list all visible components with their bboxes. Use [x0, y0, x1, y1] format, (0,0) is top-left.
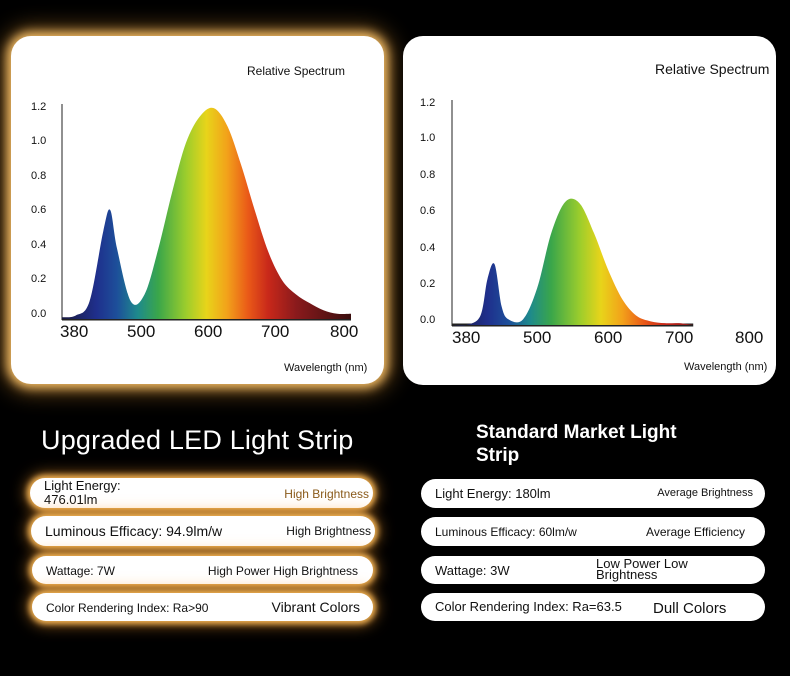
y-tick: 1.2: [31, 101, 47, 113]
x-tick: 380: [60, 322, 89, 341]
spec-wattage: Wattage: 7W High Power High Brightness: [32, 556, 373, 584]
spec-label: Luminous Efficacy: 60lm/w: [435, 525, 577, 539]
y-tick: 0.8: [31, 170, 47, 182]
spec-value: Low Power Low Brightness: [596, 556, 688, 582]
spec-value: High Power High Brightness: [207, 564, 358, 578]
spec-cri: Color Rendering Index: Ra=63.5 Dull Colo…: [421, 593, 765, 621]
y-tick: 0.2: [31, 273, 47, 285]
chart-title: Relative Spectrum: [247, 64, 346, 78]
spec-luminous-efficacy: Luminous Efficacy: 94.9lm/w High Brightn…: [31, 516, 375, 546]
spec-light-energy: Light Energy: 180lm Average Brightness: [421, 479, 765, 508]
spec-label: Light Energy: 476.01lm: [44, 478, 121, 507]
spec-label: Wattage: 3W: [435, 563, 510, 578]
y-tick: 0.6: [420, 205, 436, 217]
y-tick: 1.2: [420, 97, 436, 109]
y-tick: 1.0: [31, 135, 47, 147]
y-tick: 1.0: [420, 132, 436, 144]
chart-title: Relative Spectrum: [655, 61, 770, 77]
spec-wattage: Wattage: 3W Low Power Low Brightness: [421, 556, 765, 584]
x-axis-label: Wavelength (nm): [684, 361, 768, 373]
spec-label: Light Energy: 180lm: [435, 486, 551, 501]
x-axis-label: Wavelength (nm): [284, 362, 368, 374]
spectrum-area: [452, 198, 694, 326]
y-tick: 0.4: [31, 239, 47, 251]
spectrum-area: [62, 107, 351, 319]
x-tick: 500: [523, 328, 552, 347]
spec-label: Luminous Efficacy: 94.9lm/w: [45, 523, 223, 539]
upgraded-spectrum-card: Relative Spectrum Wavelength (nm) 1.2 1.…: [11, 36, 384, 384]
upgraded-heading: Upgraded LED Light Strip: [41, 425, 354, 455]
y-tick: 0.6: [31, 204, 47, 216]
x-tick: 380: [452, 328, 481, 347]
spec-value: High Brightness: [284, 487, 369, 501]
standard-spectrum-chart: [451, 100, 694, 327]
spec-value: High Brightness: [286, 524, 371, 538]
x-tick: 700: [665, 328, 694, 347]
spec-value: Vibrant Colors: [271, 599, 360, 615]
upgraded-spectrum-chart: [61, 104, 351, 321]
standard-heading: Standard Market Light Strip: [476, 422, 677, 466]
spec-label: Color Rendering Index: Ra=63.5: [435, 599, 622, 614]
spec-luminous-efficacy: Luminous Efficacy: 60lm/w Average Effici…: [421, 517, 765, 546]
y-tick: 0.0: [420, 314, 436, 326]
x-tick: 500: [127, 322, 156, 341]
x-tick: 600: [594, 328, 623, 347]
spec-value: Dull Colors: [653, 600, 727, 617]
x-tick: 600: [194, 322, 223, 341]
standard-spectrum-card: Relative Spectrum Wavelength (nm) 1.2 1.…: [403, 36, 776, 385]
x-tick: 700: [261, 322, 290, 341]
spec-label: Color Rendering Index: Ra>90: [46, 601, 209, 615]
spec-value: Average Brightness: [657, 487, 753, 499]
y-tick: 0.2: [420, 278, 436, 290]
x-tick: 800: [330, 322, 359, 341]
spec-light-energy: Light Energy: 476.01lm High Brightness: [30, 478, 373, 508]
spec-value: Average Efficiency: [646, 525, 745, 539]
y-tick: 0.0: [31, 308, 47, 320]
spec-label: Wattage: 7W: [46, 564, 115, 578]
spec-cri: Color Rendering Index: Ra>90 Vibrant Col…: [32, 593, 373, 621]
y-tick: 0.4: [420, 242, 436, 254]
y-tick: 0.8: [420, 169, 436, 181]
x-tick: 800: [735, 328, 764, 347]
